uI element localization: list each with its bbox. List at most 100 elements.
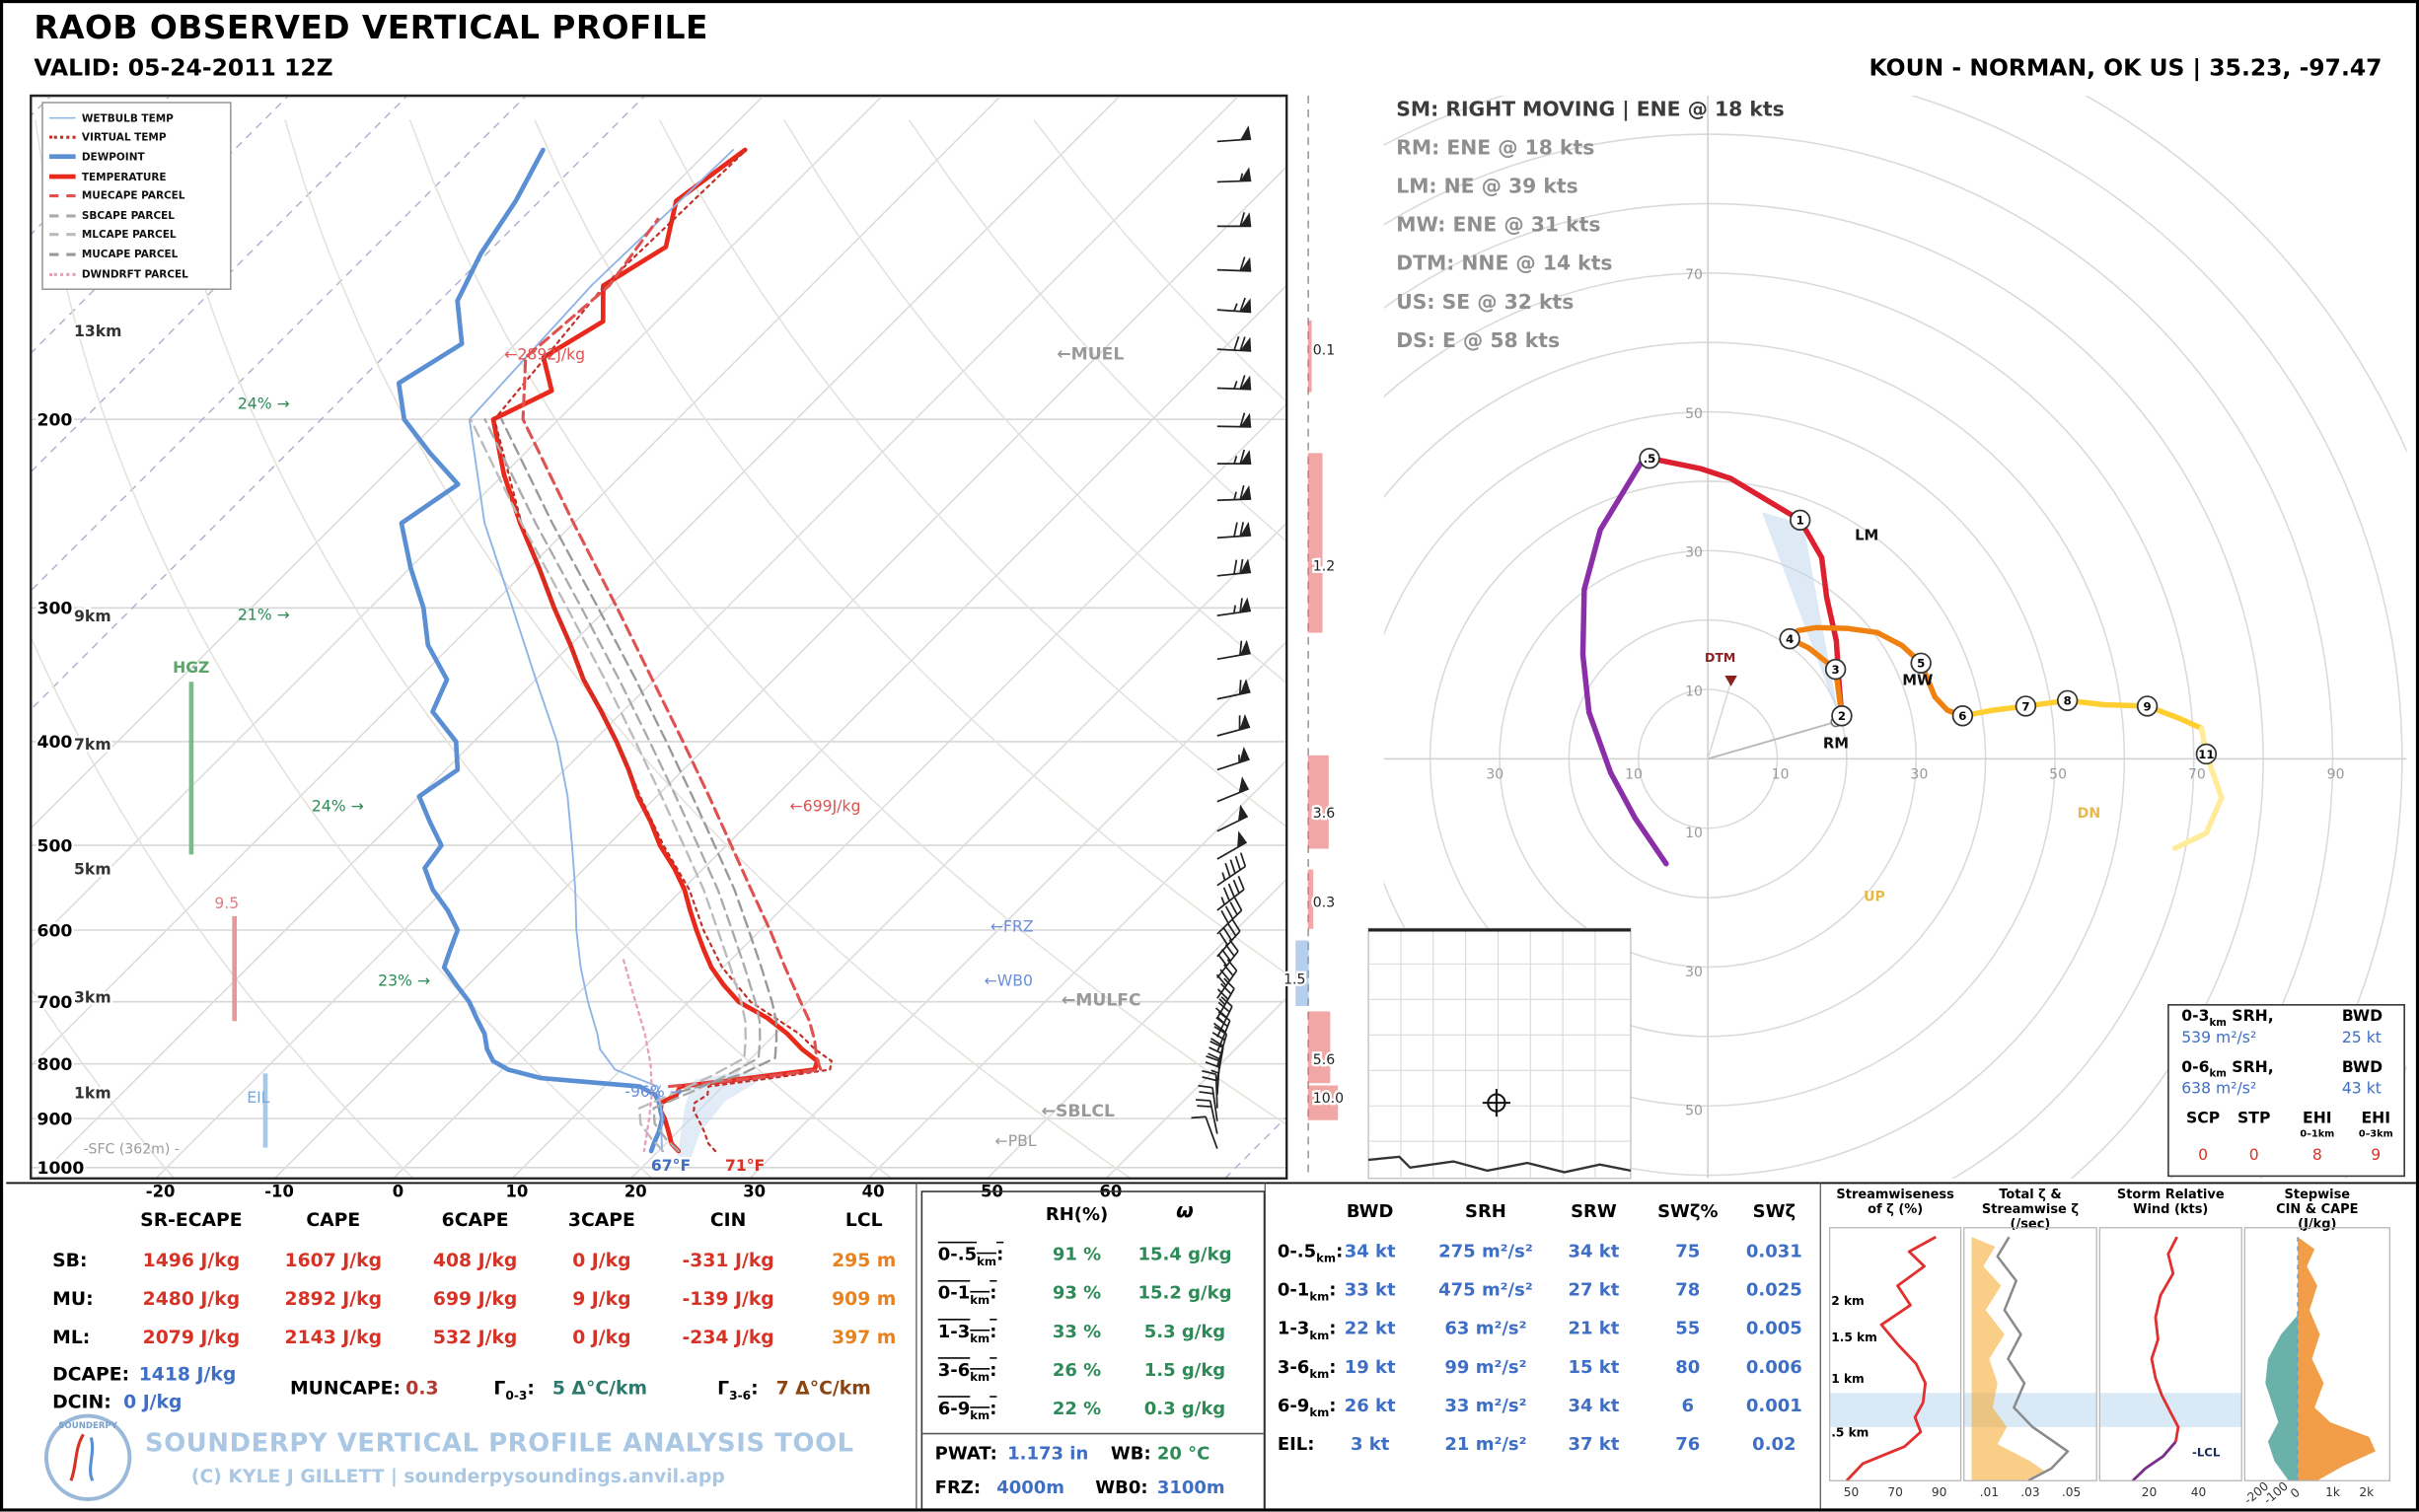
kin-value: 80 xyxy=(1675,1356,1700,1378)
legend-label: VIRTUAL TEMP xyxy=(82,132,167,145)
kin-value: 6 xyxy=(1682,1395,1695,1416)
extra-value: 5 Δ°C/km xyxy=(552,1377,647,1399)
index-header: EHI xyxy=(2303,1111,2332,1127)
skewt-annotation: 67°F xyxy=(651,1156,691,1175)
thermo-value: 532 J/kg xyxy=(433,1327,517,1348)
kin-value: 475 m²/s² xyxy=(1438,1278,1533,1300)
kin-value: 0.006 xyxy=(1746,1356,1802,1378)
kin-col-header: SWζ% xyxy=(1657,1200,1718,1222)
extra-label: Γ0-3: xyxy=(493,1377,535,1403)
skewt-annotation: HGZ xyxy=(173,658,209,677)
pwat-label: PWAT: xyxy=(935,1442,997,1464)
hodo-motion-label-up: UP xyxy=(1864,889,1885,904)
skewt-annotation: ←MUEL xyxy=(1057,344,1124,364)
mixing-ratio-value: 1.5 g/kg xyxy=(1144,1359,1225,1381)
legend-label: WETBULB TEMP xyxy=(82,112,174,125)
mini-y-label: 2 km xyxy=(1831,1294,1865,1308)
kin-value: 275 m²/s² xyxy=(1438,1240,1533,1261)
thermo-value: 2892 J/kg xyxy=(285,1288,383,1310)
srh-inset-value: 539 m²/s² xyxy=(2181,1031,2256,1047)
omega-bar-label: 0.3 xyxy=(1313,896,1335,911)
thermo-value: 295 m xyxy=(832,1250,896,1271)
srh-inset-header: 0-6km SRH, xyxy=(2181,1059,2273,1079)
label-subscript: km xyxy=(1316,1252,1336,1265)
kin-value: 34 kt xyxy=(1345,1240,1396,1261)
temp-tick-label: 40 xyxy=(862,1183,885,1201)
skewt-annotation: 23% → xyxy=(378,971,430,989)
label-subscript: km xyxy=(970,1370,990,1384)
hodo-ring-label: 10 xyxy=(1772,767,1790,783)
kin-value: 75 xyxy=(1675,1240,1700,1261)
legend-row: SBCAPE PARCEL xyxy=(49,207,224,225)
thermo-row-label: ML: xyxy=(52,1327,90,1348)
thermo-col-header: CAPE xyxy=(306,1209,360,1231)
index-header-sub: 0–1km xyxy=(2300,1129,2334,1140)
srh-inset-header: BWD xyxy=(2342,1059,2382,1076)
legend-line-sample xyxy=(49,136,76,139)
wb0-label: WB0: xyxy=(1095,1476,1147,1498)
kin-value: 33 m²/s² xyxy=(1444,1395,1526,1416)
extra-label: DCIN: xyxy=(52,1392,111,1413)
omega-bar-label: 1.5 xyxy=(1283,972,1305,988)
legend-row: WETBULB TEMP xyxy=(49,109,224,127)
hodo-motion-label-rm: RM xyxy=(1823,734,1849,752)
height-label: 9km xyxy=(74,607,111,625)
storm-motion-line: SM: RIGHT MOVING | ENE @ 18 kts xyxy=(1396,99,1784,137)
skewt-annotation: 24% → xyxy=(312,797,364,816)
rh-table-divider xyxy=(922,1433,1264,1435)
omega-bar xyxy=(1308,756,1328,848)
skewt-annotation: ←2892J/kg xyxy=(504,344,585,363)
hodo-ring-label: 30 xyxy=(1685,545,1703,561)
omega-bar-label: 3.6 xyxy=(1313,806,1335,822)
kin-value: 21 m²/s² xyxy=(1444,1433,1526,1455)
hodo-ring-label: 50 xyxy=(1685,1104,1703,1119)
index-value: 8 xyxy=(2312,1147,2322,1164)
hodo-motion-label-dtm: DTM xyxy=(1705,650,1735,665)
kin-value: 0.025 xyxy=(1746,1278,1802,1300)
mini-x-tick: 1k xyxy=(2325,1485,2341,1499)
skewt-annotation: ←SBLCL xyxy=(1042,1102,1115,1121)
omega-bar-label: 0.1 xyxy=(1313,343,1335,359)
storm-motion-line: MW: ENE @ 31 kts xyxy=(1396,214,1784,252)
thermo-value: 0 J/kg xyxy=(572,1327,630,1348)
pressure-tick-label: 900 xyxy=(37,1110,73,1129)
hodo-height-marker-label: 2 xyxy=(1838,709,1846,723)
eil-band xyxy=(1830,1393,1961,1427)
label-subscript: km xyxy=(970,1408,990,1422)
thermo-row-label: MU: xyxy=(52,1288,93,1310)
hodo-height-marker-label: 3 xyxy=(1832,663,1840,677)
pwat-value: 1.173 in xyxy=(1007,1442,1088,1464)
hodo-height-marker-label: 7 xyxy=(2021,699,2029,713)
mini-panel-title: Streamwiseness xyxy=(1836,1188,1954,1202)
hodo-segment-6-9km xyxy=(2175,728,2222,848)
srh-inset-header: BWD xyxy=(2342,1009,2382,1026)
kin-value: 37 kt xyxy=(1568,1433,1619,1455)
thermo-value: 408 J/kg xyxy=(433,1250,517,1271)
thermo-value: 2143 J/kg xyxy=(285,1327,383,1348)
legend-label: MUCAPE PARCEL xyxy=(82,249,178,261)
storm-motion-line: DS: E @ 58 kts xyxy=(1396,330,1784,369)
hodo-ring-label: 30 xyxy=(1910,767,1928,783)
legend-line-sample xyxy=(49,272,76,275)
skewt-annotation: 71°F xyxy=(725,1156,765,1175)
skewt-annotation: ←WB0 xyxy=(985,971,1033,989)
thermo-value: 0 J/kg xyxy=(572,1250,630,1271)
frz-label: FRZ: xyxy=(935,1476,981,1498)
frz-value: 4000m xyxy=(996,1476,1064,1498)
hodo-segment-upper xyxy=(1582,463,1665,864)
legend-row: VIRTUAL TEMP xyxy=(49,129,224,147)
hodo-height-marker-label: 5 xyxy=(1917,657,1925,671)
mini-series-line xyxy=(1998,1237,2068,1480)
mini-x-tick: .01 xyxy=(1980,1485,1999,1499)
label-subscript: km xyxy=(1309,1329,1329,1342)
thermo-value: 9 J/kg xyxy=(572,1288,630,1310)
mini-x-tick: 70 xyxy=(1887,1485,1903,1499)
kin-row-label: 0-.5km: xyxy=(1278,1240,1343,1264)
kin-value: 22 kt xyxy=(1345,1317,1396,1338)
mini-annotation: -LCL xyxy=(2192,1446,2221,1460)
kin-value: 34 kt xyxy=(1568,1240,1619,1261)
